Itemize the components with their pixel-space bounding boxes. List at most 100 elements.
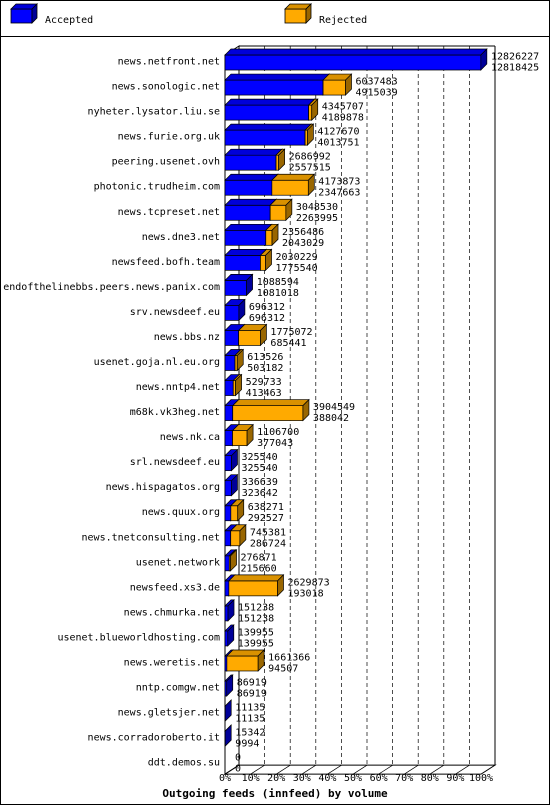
category-label: news.chmurka.net bbox=[124, 607, 220, 618]
bar-accepted-side-23 bbox=[227, 624, 235, 647]
bar-accepted-side-0 bbox=[480, 48, 488, 71]
value-label-offered: 2030229 bbox=[276, 252, 318, 263]
value-label-accepted: 2263995 bbox=[296, 213, 338, 224]
value-label-offered: 4345707 bbox=[322, 102, 364, 113]
floor-gridline bbox=[250, 764, 265, 775]
value-label-accepted: 2043029 bbox=[282, 238, 324, 249]
category-label: usenet.network bbox=[136, 557, 220, 568]
category-label: news.nk.ca bbox=[160, 432, 220, 443]
value-label-offered: 2356486 bbox=[282, 227, 324, 238]
value-label-offered: 86919 bbox=[237, 678, 267, 689]
bar-accepted-top-8 bbox=[224, 248, 268, 256]
bar-rejected-top-5 bbox=[271, 173, 316, 181]
floor-gridline bbox=[327, 764, 342, 775]
bar-rejected-side-11 bbox=[260, 323, 267, 347]
bar-rejected-side-7 bbox=[271, 223, 279, 247]
category-label: peering.usenet.ovh bbox=[112, 157, 220, 168]
value-label-accepted: 9994 bbox=[235, 739, 259, 750]
category-label: news.nntp4.net bbox=[136, 382, 220, 393]
bar-accepted-front-18 bbox=[224, 505, 232, 522]
value-label-offered: 336639 bbox=[242, 477, 278, 488]
value-label-accepted: 151238 bbox=[238, 613, 274, 624]
bar-rejected-front-24 bbox=[226, 655, 259, 672]
bar-rejected-side-18 bbox=[237, 498, 245, 522]
value-label-offered: 529733 bbox=[246, 377, 282, 388]
x-tick-label: 70% bbox=[395, 773, 413, 784]
value-label-accepted: 2347663 bbox=[318, 188, 360, 199]
bar-rejected-front-1 bbox=[322, 79, 346, 96]
bar-rejected-front-21 bbox=[228, 580, 278, 597]
value-label-accepted: 325540 bbox=[241, 463, 277, 474]
value-label-accepted: 2557515 bbox=[289, 163, 331, 174]
bar-accepted-side-22 bbox=[227, 599, 235, 622]
bar-rejected-side-14 bbox=[302, 398, 310, 422]
bar-rejected-side-21 bbox=[277, 574, 284, 597]
value-label-accepted: 377043 bbox=[257, 438, 293, 449]
category-label: news.quux.org bbox=[142, 507, 220, 518]
category-label: usenet.goja.nl.eu.org bbox=[94, 357, 220, 368]
bar-accepted-front-20 bbox=[224, 555, 230, 572]
legend-swatch-accepted bbox=[10, 8, 33, 24]
bar-rejected-top-14 bbox=[231, 399, 310, 406]
value-label-accepted: 4915039 bbox=[356, 88, 398, 99]
bar-rejected-front-15 bbox=[232, 430, 248, 446]
x-tick-label: 50% bbox=[344, 773, 362, 784]
bar-rejected-front-7 bbox=[265, 229, 273, 246]
bar-rejected-side-2 bbox=[311, 98, 319, 121]
floor-gridline bbox=[378, 764, 393, 775]
x-ticks: 0% 10% 20% 30% 40% 50% 60% 70% 80% 90% 100% bbox=[219, 773, 493, 784]
category-labels: news.netfront.net news.sonologic.net nyhet… bbox=[3, 57, 220, 769]
legend-swatch-side-rejected bbox=[305, 3, 312, 24]
value-label-accepted: 215660 bbox=[241, 563, 277, 574]
value-label-accepted: 0 bbox=[235, 764, 241, 775]
bar-accepted-front-21 bbox=[224, 580, 230, 597]
value-label-offered: 1106700 bbox=[257, 427, 299, 438]
legend: Accepted Rejected bbox=[10, 3, 367, 26]
bar-accepted-top-4 bbox=[224, 148, 283, 156]
category-label: news.hispagatos.org bbox=[106, 482, 220, 493]
bar-accepted-top-0 bbox=[224, 48, 488, 56]
category-label: nyheter.lysator.liu.se bbox=[88, 107, 220, 118]
floor-gridline bbox=[455, 764, 470, 775]
bar-accepted-front-14 bbox=[224, 405, 234, 421]
bar-accepted-top-6 bbox=[224, 198, 278, 206]
value-label-accepted: 193018 bbox=[287, 588, 323, 599]
value-label-accepted: 323642 bbox=[242, 488, 278, 499]
floor-gridline bbox=[429, 764, 444, 775]
bar-accepted-front-10 bbox=[224, 305, 240, 321]
bar-rejected-side-3 bbox=[307, 123, 314, 146]
bar-accepted-top-5 bbox=[224, 173, 279, 181]
floor-gridline bbox=[276, 764, 291, 775]
category-label: news.netfront.net bbox=[118, 57, 220, 68]
category-label: usenet.blueworldhosting.com bbox=[57, 632, 220, 643]
bar-rejected-side-24 bbox=[257, 649, 265, 672]
bar-accepted-front-23 bbox=[224, 630, 229, 647]
floor-gridline bbox=[301, 764, 316, 775]
category-label: newsfeed.xs3.de bbox=[130, 582, 220, 593]
bar-accepted-side-10 bbox=[238, 298, 246, 322]
value-label-offered: 1661366 bbox=[268, 652, 310, 663]
bar-accepted-front-7 bbox=[224, 229, 267, 246]
bar-rejected-top-21 bbox=[228, 574, 285, 582]
category-label: news.weretis.net bbox=[124, 657, 220, 668]
value-label-accepted: 139955 bbox=[238, 638, 274, 649]
bar-accepted-front-22 bbox=[224, 605, 229, 622]
bar-accepted-front-5 bbox=[224, 179, 273, 196]
value-label-offered: 139955 bbox=[238, 627, 274, 638]
bar-rejected-side-15 bbox=[246, 423, 254, 447]
bar-accepted-top-2 bbox=[224, 98, 316, 106]
x-tick-label: 80% bbox=[421, 773, 439, 784]
category-label: newsfeed.bofh.team bbox=[112, 257, 220, 268]
bar-accepted-front-3 bbox=[224, 129, 306, 146]
bar-accepted-front-6 bbox=[224, 204, 271, 221]
value-label-accepted: 292527 bbox=[248, 513, 284, 524]
bar-accepted-side-25 bbox=[226, 674, 234, 697]
legend-label-accepted: Accepted bbox=[45, 15, 93, 26]
value-label-accepted: 1775540 bbox=[276, 263, 318, 274]
bar-accepted-front-2 bbox=[224, 104, 309, 121]
bar-rejected-front-8 bbox=[260, 254, 266, 271]
value-label-accepted: 503182 bbox=[247, 363, 283, 374]
value-label-offered: 1775072 bbox=[270, 327, 312, 338]
